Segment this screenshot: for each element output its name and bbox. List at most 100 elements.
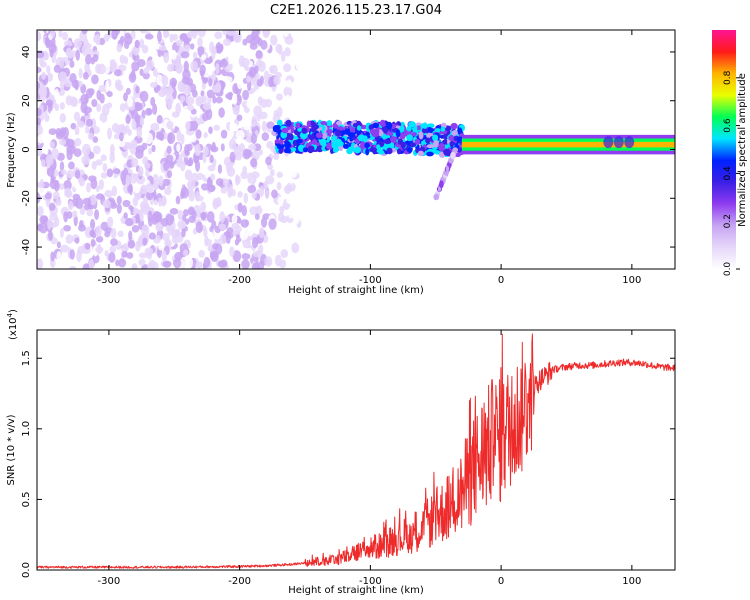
heatmap-cell: [437, 143, 446, 151]
spectrogram-x-ticks: -300 -200 -100 0 100: [98, 30, 641, 286]
heatmap-cell: [171, 49, 177, 61]
heatmap-cell: [134, 102, 143, 111]
heatmap-cell: [57, 130, 66, 138]
y-tick-label: 0: [21, 146, 32, 152]
heatmap-cell: [321, 132, 328, 140]
heatmap-cell: [113, 133, 120, 140]
heatmap-cell: [50, 251, 55, 262]
heatmap-cell: [186, 31, 194, 39]
heatmap-cell: [280, 50, 286, 62]
heatmap-cell: [273, 75, 281, 86]
heatmap-cell: [202, 145, 209, 157]
heatmap-cell: [365, 148, 370, 156]
heatmap-cell: [247, 228, 253, 237]
y-tick-label: 0.0: [21, 562, 32, 578]
heatmap-cell: [158, 243, 163, 251]
heatmap-cell: [311, 138, 318, 146]
heatmap-cell: [144, 247, 154, 256]
heatmap-band-core: [461, 141, 675, 148]
heatmap-cell: [240, 219, 249, 228]
heatmap-cell: [257, 96, 263, 106]
heatmap-cell: [222, 38, 232, 46]
heatmap-cell: [425, 137, 431, 144]
heatmap-cell: [59, 227, 64, 238]
heatmap-cell: [49, 222, 57, 229]
x-tick-label: -300: [98, 576, 121, 587]
heatmap-cell: [248, 143, 257, 151]
heatmap-cell: [383, 139, 392, 145]
heatmap-cell: [175, 195, 181, 205]
colorbar-fill: [712, 30, 736, 269]
heatmap-cell: [240, 170, 248, 180]
heatmap-cell: [74, 169, 81, 180]
heatmap-cell: [234, 238, 240, 246]
heatmap-cell: [264, 256, 273, 267]
heatmap-cell: [65, 189, 73, 198]
heatmap-cell: [450, 151, 456, 160]
heatmap-cell: [95, 185, 100, 193]
heatmap-cell: [260, 217, 268, 228]
heatmap-cell: [111, 30, 118, 40]
heatmap-cell: [285, 194, 295, 205]
heatmap-cell: [241, 252, 251, 260]
heatmap-cell: [81, 143, 91, 156]
heatmap-cell: [316, 145, 323, 151]
heatmap-cell: [237, 78, 243, 90]
heatmap-cell: [248, 66, 257, 78]
heatmap-cell: [195, 160, 201, 172]
heatmap-cell: [192, 89, 198, 98]
heatmap-cell: [409, 142, 417, 148]
heatmap-cell: [164, 187, 172, 196]
heatmap-cell: [102, 162, 108, 172]
heatmap-cell: [139, 116, 145, 127]
heatmap-cell: [90, 238, 96, 247]
heatmap-cell: [87, 132, 94, 140]
heatmap-cell: [69, 73, 77, 83]
heatmap-cell: [88, 175, 97, 182]
heatmap-cell: [85, 125, 90, 134]
heatmap-cell: [166, 145, 172, 155]
heatmap-cell: [307, 147, 315, 153]
heatmap-cell: [231, 214, 238, 225]
heatmap-cell: [59, 113, 66, 123]
heatmap-cell: [262, 234, 269, 244]
heatmap-cell: [37, 107, 42, 117]
heatmap-cell: [147, 47, 153, 59]
heatmap-cell: [261, 120, 267, 132]
heatmap-cell: [85, 54, 92, 65]
heatmap-cell: [302, 217, 308, 228]
heatmap-cell: [104, 227, 113, 234]
heatmap-cell: [144, 107, 153, 116]
heatmap-cell: [296, 44, 302, 56]
heatmap-cell: [200, 201, 207, 212]
heatmap-cell: [242, 38, 248, 46]
snr-scale-label: (x104): [6, 309, 19, 340]
heatmap-cell: [167, 132, 173, 144]
snr-frame: [36, 329, 676, 571]
heatmap-cell: [291, 242, 300, 254]
heatmap-cell: [326, 142, 333, 150]
heatmap-cell: [433, 139, 439, 148]
heatmap-cell: [44, 113, 50, 123]
heatmap-cell: [73, 38, 82, 49]
heatmap-cell: [226, 166, 236, 177]
heatmap-cell: [244, 149, 253, 158]
heatmap-cell: [218, 107, 225, 118]
heatmap-cell: [284, 47, 291, 57]
heatmap-cell: [201, 54, 207, 61]
heatmap-cell: [241, 57, 250, 68]
heatmap-cell: [59, 102, 65, 110]
heatmap-cell: [215, 178, 224, 187]
heatmap-cell: [218, 234, 227, 245]
heatmap-cell: [334, 129, 342, 137]
heatmap-cell: [107, 127, 112, 140]
heatmap-cell: [211, 84, 221, 93]
heatmap-cell: [226, 30, 236, 37]
heatmap-cell: [39, 215, 48, 225]
heatmap-cell: [157, 30, 162, 43]
heatmap-cell: [109, 245, 117, 254]
heatmap-cell: [154, 211, 163, 222]
heatmap-cell: [145, 183, 154, 193]
svg-text:(x104): (x104): [6, 309, 19, 340]
heatmap-cell: [237, 202, 243, 213]
